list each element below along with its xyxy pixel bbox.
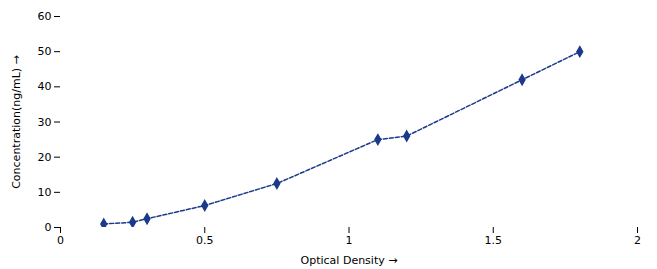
svg-text:20: 20 [38, 151, 52, 164]
svg-text:Concentration(ng/mL) →: Concentration(ng/mL) → [10, 55, 23, 189]
svg-text:30: 30 [38, 116, 52, 129]
svg-text:60: 60 [38, 10, 52, 23]
svg-text:1.5: 1.5 [485, 234, 503, 247]
svg-text:40: 40 [38, 80, 52, 93]
svg-text:0: 0 [45, 221, 52, 234]
svg-text:0: 0 [57, 234, 64, 247]
svg-text:2: 2 [634, 234, 641, 247]
svg-text:10: 10 [38, 186, 52, 199]
svg-text:0.5: 0.5 [196, 234, 214, 247]
svg-text:1: 1 [346, 234, 353, 247]
svg-text:Optical Density →: Optical Density → [301, 254, 398, 267]
svg-text:50: 50 [38, 45, 52, 58]
